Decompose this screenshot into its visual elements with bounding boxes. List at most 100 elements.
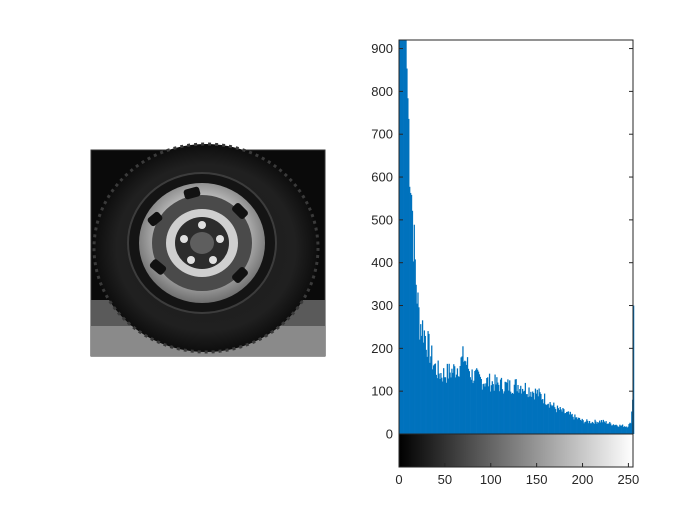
histogram-bar — [624, 426, 626, 434]
x-axis-ticks — [398, 463, 629, 467]
histogram-bar — [437, 360, 439, 434]
histogram-bar — [565, 413, 567, 434]
histogram-bar — [514, 379, 516, 434]
histogram-bar — [522, 391, 525, 434]
histogram-bar — [599, 422, 602, 434]
histogram-bar — [426, 356, 428, 434]
histogram-bar — [443, 368, 445, 434]
histogram-bar — [466, 357, 469, 434]
histogram-bar — [528, 387, 530, 434]
histogram-bar — [448, 363, 450, 434]
histogram-bar — [459, 365, 461, 434]
histogram-bar — [414, 259, 416, 434]
histogram-bar — [507, 379, 509, 434]
histogram-bar — [436, 378, 438, 434]
histogram-bar — [491, 381, 493, 434]
histogram-bar — [616, 425, 618, 434]
histogram-bar — [520, 385, 522, 434]
histogram-bar — [543, 403, 545, 434]
histogram-bar — [512, 393, 515, 434]
histogram-bar — [445, 382, 448, 434]
histogram-bar — [469, 377, 471, 434]
histogram-bar — [567, 411, 570, 434]
histogram-bar — [553, 402, 555, 434]
histogram-bar — [487, 377, 489, 434]
histogram-bar — [517, 384, 519, 434]
histogram-bar — [483, 383, 485, 434]
histogram-bar — [589, 423, 592, 434]
histogram-bar — [580, 420, 582, 434]
histogram-bar — [626, 427, 628, 434]
histogram-bar — [410, 194, 413, 434]
histogram-bar — [581, 418, 583, 434]
histogram-bar — [554, 407, 556, 434]
histogram-bar — [525, 394, 527, 434]
histogram-bar — [465, 364, 468, 434]
histogram-bar — [402, 40, 404, 434]
histogram-bar — [605, 421, 607, 434]
histogram-bar — [488, 386, 490, 434]
histogram-bar — [536, 389, 538, 434]
histogram-bar — [611, 425, 614, 434]
histogram-bar — [440, 373, 442, 434]
histogram-bar — [570, 414, 572, 434]
histogram-bar — [557, 408, 560, 434]
histogram-bar — [545, 405, 548, 434]
histogram-bar — [586, 419, 588, 434]
histogram-bar — [477, 369, 479, 434]
histogram-bar — [628, 424, 630, 434]
histogram-bar — [584, 421, 586, 434]
histogram-bar — [594, 419, 596, 434]
histogram-bar — [497, 382, 499, 434]
histogram-bar — [480, 378, 482, 434]
histogram-bar — [582, 420, 584, 434]
histogram-bar — [531, 396, 533, 434]
histogram-bar — [518, 392, 520, 434]
histogram-bar — [578, 417, 581, 434]
histogram-bar — [530, 391, 532, 434]
y-tick-label: 200 — [371, 341, 393, 356]
histogram-bar — [442, 381, 444, 434]
histogram-bar — [558, 410, 560, 434]
histogram-bar — [453, 364, 455, 434]
histogram-bar — [604, 422, 606, 434]
histogram-bar — [610, 425, 613, 434]
histogram-bar — [508, 390, 510, 434]
histogram-bar — [535, 393, 537, 434]
histogram-bar — [591, 421, 593, 434]
histogram-bar — [471, 369, 473, 434]
histogram-bar — [537, 396, 539, 434]
histogram-bar — [532, 391, 534, 434]
histogram-bar — [408, 118, 410, 435]
histogram-bar — [609, 421, 611, 434]
histogram-bar — [438, 373, 440, 434]
histogram-bar — [549, 402, 551, 434]
histogram-bars — [399, 40, 635, 435]
histogram-bar — [457, 376, 459, 434]
histogram-bar — [428, 333, 430, 434]
histogram-bar — [499, 379, 502, 434]
histogram-bar — [620, 425, 622, 434]
histogram-bar — [427, 331, 429, 434]
histogram-bar — [601, 422, 604, 434]
histogram-bar — [585, 421, 587, 434]
histogram-bar — [482, 384, 484, 434]
y-tick-label: 400 — [371, 255, 393, 270]
histogram-bar — [458, 376, 460, 434]
y-tick-label: 900 — [371, 41, 393, 56]
histogram-bar — [513, 384, 515, 434]
histogram-bar — [451, 368, 453, 434]
histogram-bar — [555, 412, 558, 434]
histogram-bar — [559, 407, 561, 434]
y-tick-label: 0 — [386, 427, 393, 442]
histogram-bar — [421, 320, 424, 434]
histogram-bar — [577, 419, 579, 434]
histogram-bar — [592, 422, 594, 434]
histogram-bar — [488, 373, 491, 434]
histogram-bar — [470, 379, 472, 434]
histogram-bar — [593, 423, 595, 434]
histogram-bar — [477, 371, 480, 434]
histogram-bar — [476, 368, 478, 434]
histogram-bar — [566, 411, 568, 434]
histogram-bar — [523, 390, 526, 434]
